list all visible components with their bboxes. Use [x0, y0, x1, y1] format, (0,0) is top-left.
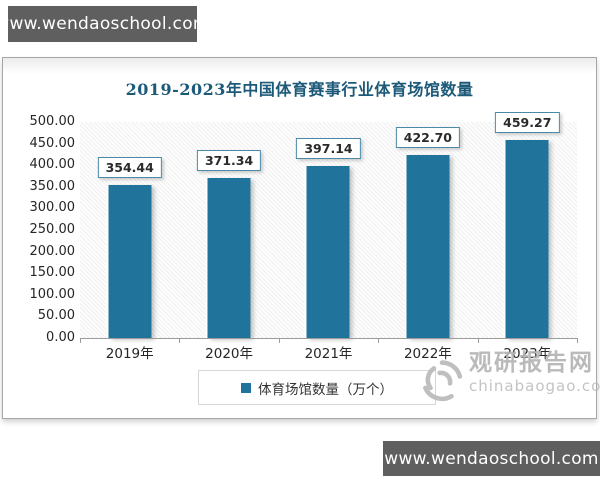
chart-card: 2019-2023年中国体育赛事行业体育场馆数量 500.00 450.00 400… — [2, 57, 600, 419]
x-axis-tick-label: 2021年 — [304, 346, 353, 362]
x-axis-line — [80, 338, 578, 339]
x-axis-tick-mark — [278, 339, 280, 343]
x-axis-tick-mark — [577, 339, 578, 343]
brand-text-block: 观研报告网 chinabaogao.com — [469, 350, 600, 404]
legend: 体育场馆数量（万个） — [198, 370, 436, 405]
y-axis-tick-label: 250.00 — [29, 222, 76, 237]
x-axis-tick-label: 2023年 — [503, 346, 552, 362]
y-axis-tick-label: 450.00 — [29, 135, 76, 151]
y-axis-tick-label: 0.00 — [46, 330, 75, 345]
bar-value-label: 459.27 — [495, 111, 560, 133]
top-watermark-box: www.wendaoschool.com — [0, 6, 209, 42]
bar-slot: 422.70 — [378, 122, 477, 338]
bar-value-label: 397.14 — [296, 138, 361, 160]
bar-2019年 — [108, 184, 152, 338]
brand-site: chinabaogao.com — [469, 377, 600, 395]
x-axis-tick-mark — [80, 339, 81, 343]
y-axis-tick-label: 300.00 — [29, 200, 76, 216]
top-watermark-text: www.wendaoschool.com — [0, 14, 210, 34]
x-axis-tick-label: 2020年 — [205, 346, 254, 362]
x-axis-tick-mark — [378, 339, 380, 343]
bar-slot: 371.34 — [179, 122, 278, 338]
bar-slot: 397.14 — [279, 122, 378, 338]
x-axis-tick-label: 2022年 — [403, 346, 452, 362]
bar-2022年 — [406, 155, 450, 338]
y-axis-tick-label: 100.00 — [29, 286, 76, 302]
bar-slot: 459.27 — [478, 111, 577, 338]
legend-label: 体育场馆数量（万个） — [258, 381, 393, 398]
bar-2021年 — [306, 166, 350, 338]
bottom-watermark-box: www.wendaoschool.com — [383, 441, 600, 476]
bar-value-label: 371.34 — [196, 149, 262, 171]
bar-2023年 — [505, 139, 549, 338]
bottom-watermark-text: www.wendaoschool.com — [384, 448, 599, 469]
y-axis: 500.00 450.00 400.00 350.00 300.00 250.00 200.… — [7, 114, 76, 345]
plot-area: 354.44 371.34 397.14 422.70 459.27 — [80, 111, 577, 338]
brand-watermark: 观研报告网 chinabaogao.com — [419, 350, 600, 404]
bar-value-label: 354.44 — [97, 156, 162, 178]
x-axis-tick-mark — [179, 339, 181, 343]
y-axis-tick-label: 400.00 — [29, 157, 76, 173]
x-axis-tick-mark — [477, 339, 479, 343]
y-axis-tick-label: 500.00 — [29, 114, 76, 129]
x-axis: 2019年 2020年 2021年 2022年 2023年 — [80, 344, 577, 364]
x-axis-tick-label: 2019年 — [105, 346, 154, 362]
y-axis-tick-label: 350.00 — [29, 178, 76, 194]
y-axis-tick-label: 200.00 — [29, 243, 76, 259]
y-axis-tick-label: 50.00 — [37, 308, 75, 324]
brand-name: 观研报告网 — [469, 350, 594, 376]
chart-title: 2019-2023年中国体育赛事行业体育场馆数量 — [125, 80, 474, 99]
bar-slot: 354.44 — [80, 122, 179, 338]
y-axis-tick-label: 150.00 — [29, 265, 76, 281]
brand-swirl-icon — [423, 360, 463, 402]
bar-value-label: 422.70 — [395, 127, 460, 149]
bar-2020年 — [207, 177, 251, 338]
legend-marker-icon — [241, 382, 251, 393]
